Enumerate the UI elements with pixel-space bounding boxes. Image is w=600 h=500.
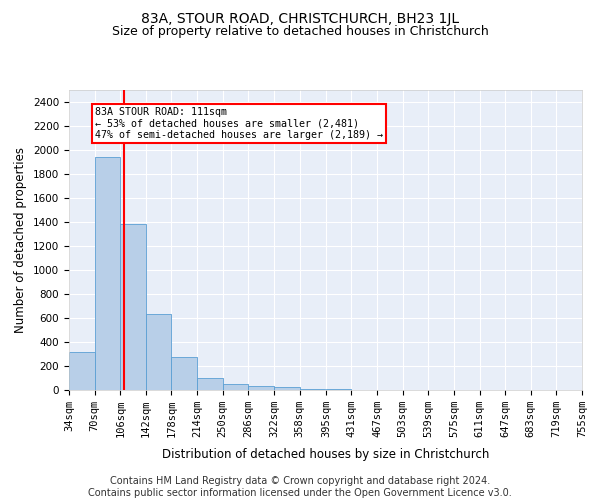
Bar (95, 157, 120, 390)
Text: 83A, STOUR ROAD, CHRISTCHURCH, BH23 1JL: 83A, STOUR ROAD, CHRISTCHURCH, BH23 1JL (141, 12, 459, 26)
Bar (197, 378, 223, 390)
Bar (146, 314, 172, 390)
Text: Contains HM Land Registry data © Crown copyright and database right 2024.
Contai: Contains HM Land Registry data © Crown c… (88, 476, 512, 498)
Y-axis label: Number of detached properties: Number of detached properties (14, 147, 28, 333)
Text: 83A STOUR ROAD: 111sqm
← 53% of detached houses are smaller (2,481)
47% of semi-: 83A STOUR ROAD: 111sqm ← 53% of detached… (95, 107, 383, 140)
Bar (172, 357, 197, 390)
Bar (248, 386, 274, 390)
X-axis label: Distribution of detached houses by size in Christchurch: Distribution of detached houses by size … (162, 448, 489, 462)
Bar (223, 384, 248, 390)
Bar (69, 352, 95, 390)
Bar (274, 387, 299, 390)
Text: Size of property relative to detached houses in Christchurch: Size of property relative to detached ho… (112, 25, 488, 38)
Bar (120, 224, 146, 390)
Bar (299, 389, 325, 390)
